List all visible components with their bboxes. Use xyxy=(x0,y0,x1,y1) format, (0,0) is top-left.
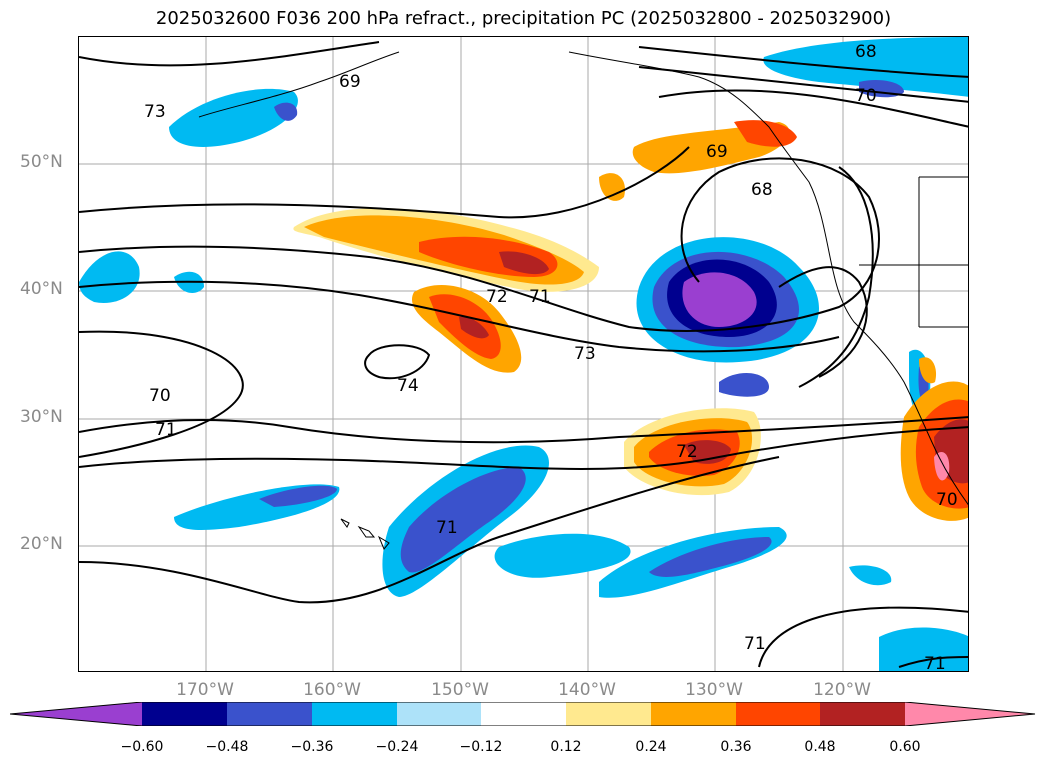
contour-label-group: 68 70 69 68 73 69 72 71 73 74 70 71 72 7… xyxy=(144,42,958,672)
map-panel: 68 70 69 68 73 69 72 71 73 74 70 71 72 7… xyxy=(78,36,969,672)
contour-label: 72 xyxy=(676,442,698,462)
contour-label: 71 xyxy=(924,654,946,672)
contour-label: 71 xyxy=(436,518,458,538)
contour-label: 68 xyxy=(855,42,877,62)
contour-label: 71 xyxy=(155,420,177,440)
colorbar-segment xyxy=(651,702,736,726)
map-title: 2025032600 F036 200 hPa refract., precip… xyxy=(155,8,892,29)
lon-label-150w: 150°W xyxy=(431,680,489,700)
colorbar-segment xyxy=(566,702,651,726)
colorbar-outline xyxy=(10,702,1036,726)
lat-label-50n: 50°N xyxy=(20,152,63,172)
negative-anomaly-fields xyxy=(79,37,968,671)
contour-label: 71 xyxy=(744,634,766,654)
contour-label: 70 xyxy=(936,490,958,510)
contour-label: 68 xyxy=(751,180,773,200)
colorbar-segment xyxy=(397,702,481,726)
colorbar-segment xyxy=(481,702,566,726)
colorbar-tick: 0.12 xyxy=(550,739,582,755)
lat-label-20n: 20°N xyxy=(20,534,63,554)
colorbar-tick: −0.36 xyxy=(290,739,334,755)
colorbar-segment xyxy=(312,702,397,726)
coastlines xyxy=(198,51,968,550)
colorbar-segment xyxy=(736,702,820,726)
colorbar-tick: −0.12 xyxy=(459,739,503,755)
contour-label: 71 xyxy=(529,287,551,307)
colorbar-segment xyxy=(227,702,312,726)
colorbar-tick: −0.48 xyxy=(205,739,249,755)
colorbar-tick: 0.24 xyxy=(635,739,667,755)
lon-label-160w: 160°W xyxy=(303,680,361,700)
colorbar-tick: 0.36 xyxy=(720,739,752,755)
lon-label-130w: 130°W xyxy=(685,680,743,700)
colorbar-tick: −0.60 xyxy=(120,739,164,755)
colorbar-extend-low xyxy=(10,702,142,726)
contour-label: 72 xyxy=(486,287,508,307)
contour-label: 69 xyxy=(706,142,728,162)
contour-label: 73 xyxy=(144,102,166,122)
positive-anomaly-fields xyxy=(293,120,968,521)
colorbar-tick: −0.24 xyxy=(375,739,419,755)
colorbar xyxy=(10,702,1036,726)
lat-label-40n: 40°N xyxy=(20,279,63,299)
colorbar-segment xyxy=(820,702,905,726)
contour-label: 70 xyxy=(149,386,171,406)
contour-label: 73 xyxy=(574,344,596,364)
contour-label: 69 xyxy=(339,72,361,92)
colorbar-tick: 0.48 xyxy=(804,739,836,755)
colorbar-extend-high xyxy=(905,702,1035,726)
lon-label-140w: 140°W xyxy=(558,680,616,700)
lon-label-120w: 120°W xyxy=(813,680,871,700)
map-plot: 68 70 69 68 73 69 72 71 73 74 70 71 72 7… xyxy=(79,37,968,672)
lon-label-170w: 170°W xyxy=(176,680,234,700)
refractivity-contours xyxy=(79,41,968,668)
lat-label-30n: 30°N xyxy=(20,407,63,427)
contour-label: 74 xyxy=(397,376,419,396)
colorbar-segment xyxy=(142,702,227,726)
contour-label: 70 xyxy=(855,86,877,106)
colorbar-tick: 0.60 xyxy=(889,739,921,755)
